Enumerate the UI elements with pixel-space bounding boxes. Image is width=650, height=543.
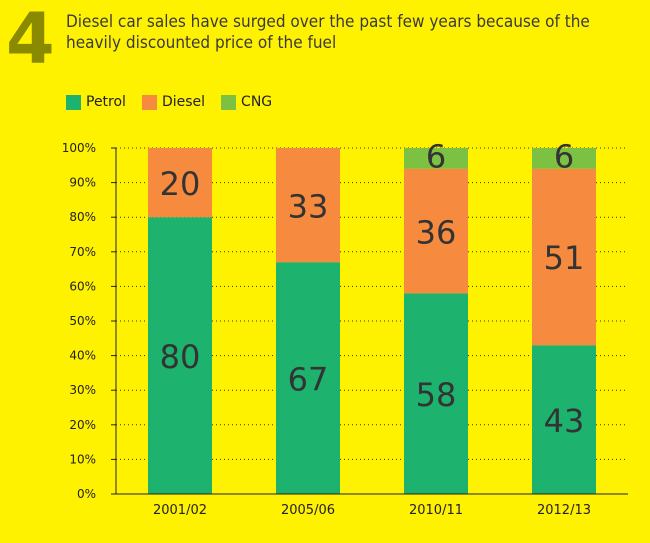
x-tick-label: 2012/13 bbox=[537, 503, 591, 518]
bar-segment-diesel bbox=[532, 168, 596, 346]
data-label-diesel: 33 bbox=[288, 187, 329, 225]
legend-swatch-cng bbox=[221, 94, 237, 110]
y-tick-label: 70% bbox=[69, 245, 96, 259]
chart-title: Diesel car sales have surged over the pa… bbox=[66, 12, 590, 53]
legend-label-cng: CNG bbox=[241, 94, 273, 110]
y-tick-label: 90% bbox=[69, 176, 96, 190]
bar-segment-petrol bbox=[148, 217, 212, 494]
bar-segment-petrol bbox=[276, 262, 340, 494]
data-label-petrol: 58 bbox=[416, 376, 457, 414]
legend-label-petrol: Petrol bbox=[86, 94, 126, 110]
y-tick-label: 10% bbox=[69, 452, 96, 466]
bar-segment-diesel bbox=[404, 168, 468, 294]
y-tick-label: 80% bbox=[69, 210, 96, 224]
data-label-cng: 6 bbox=[554, 138, 574, 176]
section-number-badge: 4 bbox=[6, 0, 55, 80]
y-tick-label: 30% bbox=[69, 383, 96, 397]
legend-swatch-diesel bbox=[141, 94, 157, 110]
data-label-petrol: 43 bbox=[544, 402, 585, 440]
data-label-diesel: 51 bbox=[544, 239, 585, 277]
bar-segment-cng bbox=[404, 148, 468, 169]
bar-segment-diesel bbox=[148, 148, 212, 218]
legend-swatch-petrol bbox=[66, 94, 81, 110]
bar-segment-petrol bbox=[532, 345, 596, 494]
bar-segment-cng bbox=[532, 148, 596, 169]
legend-item-petrol: Petrol bbox=[66, 94, 126, 110]
x-tick-label: 2005/06 bbox=[281, 503, 335, 518]
data-label-petrol: 67 bbox=[288, 360, 329, 398]
axis-layer: 0% 10% 20% 30% 40% 50% 60% 70% 80% 90% 100% 2001/02… bbox=[62, 141, 628, 518]
y-tick-label: 0% bbox=[77, 487, 96, 501]
y-tick-label: 100% bbox=[62, 141, 96, 155]
chart-legend: Petrol Diesel CNG bbox=[66, 94, 272, 110]
bar-layer: 80 20 67 33 58 36 6 43 51 6 bbox=[148, 138, 596, 494]
y-tick-label: 50% bbox=[69, 314, 96, 328]
y-tick-label: 60% bbox=[69, 279, 96, 293]
legend-item-diesel: Diesel bbox=[141, 94, 206, 110]
legend-label-diesel: Diesel bbox=[161, 94, 206, 110]
grid-layer bbox=[116, 147, 628, 460]
legend-item-cng: CNG bbox=[221, 94, 272, 110]
data-label-cng: 6 bbox=[426, 138, 446, 176]
data-label-diesel: 36 bbox=[416, 213, 457, 251]
x-tick-label: 2001/02 bbox=[153, 503, 207, 518]
bar-segment-petrol bbox=[404, 293, 468, 494]
data-label-diesel: 20 bbox=[160, 165, 201, 203]
y-tick-label: 40% bbox=[69, 349, 96, 363]
y-tick-label: 20% bbox=[69, 418, 96, 432]
bar-segment-diesel bbox=[276, 148, 340, 263]
data-label-petrol: 80 bbox=[160, 338, 201, 376]
x-tick-label: 2010/11 bbox=[409, 503, 463, 518]
